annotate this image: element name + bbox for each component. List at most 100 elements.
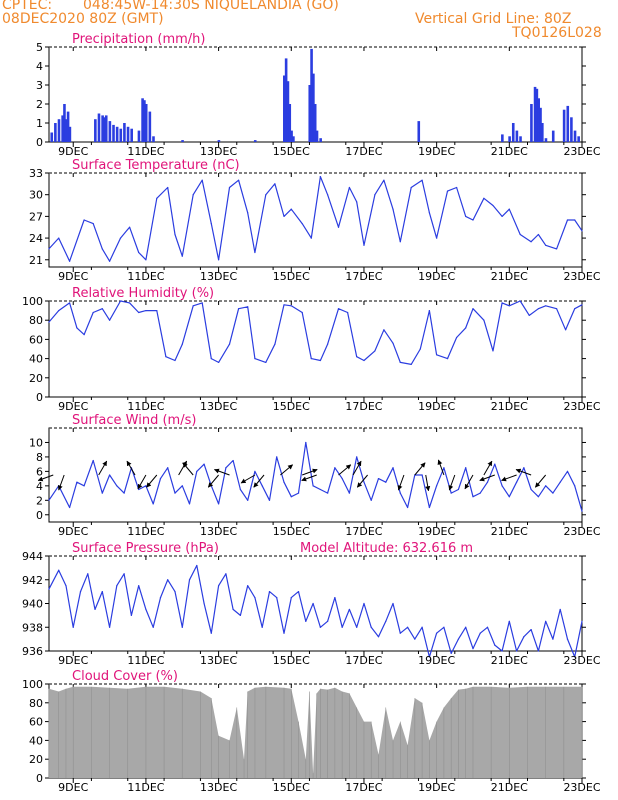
data-point xyxy=(87,573,89,575)
data-point xyxy=(247,306,249,308)
data-point xyxy=(492,350,494,352)
data-point xyxy=(101,591,103,593)
data-point xyxy=(446,190,449,192)
data-point xyxy=(508,496,510,498)
y-tick-label: 6 xyxy=(36,465,43,478)
data-point xyxy=(174,591,176,593)
y-tick-label: 940 xyxy=(22,598,43,611)
x-tick-label: 21DEC xyxy=(491,400,528,413)
wind-vector-arrow xyxy=(464,474,474,490)
data-point xyxy=(283,304,285,306)
data-point xyxy=(530,241,532,243)
data-point xyxy=(276,456,278,458)
data-point xyxy=(356,201,358,203)
data-point xyxy=(58,237,60,239)
data-point xyxy=(247,499,249,501)
precip-bar xyxy=(562,109,566,142)
data-point xyxy=(192,194,194,196)
x-tick-label: 23DEC xyxy=(563,781,600,794)
data-point xyxy=(537,233,539,236)
x-tick-label: 11DEC xyxy=(127,525,164,538)
precip-bar xyxy=(315,130,319,142)
x-tick-label: 23DEC xyxy=(563,145,600,158)
wind-vector-arrow xyxy=(126,460,136,476)
panel-subtitle: Model Altitude: 632.616 m xyxy=(300,541,473,556)
data-point xyxy=(48,248,50,250)
data-point xyxy=(399,241,401,243)
data-point xyxy=(410,186,412,189)
wind-vector-arrow xyxy=(425,474,431,492)
data-point xyxy=(210,358,212,360)
x-tick-label: 19DEC xyxy=(418,781,455,794)
data-point xyxy=(581,230,583,232)
data-point xyxy=(377,478,380,480)
x-tick-label: 9DEC xyxy=(58,270,88,283)
data-point xyxy=(217,259,220,261)
data-point xyxy=(305,620,307,622)
data-point xyxy=(83,334,85,336)
wind-vector-arrow xyxy=(280,464,294,476)
data-point xyxy=(428,212,430,214)
data-point xyxy=(167,579,169,581)
y-tick-label: 80 xyxy=(29,314,43,327)
precip-bar xyxy=(64,119,68,142)
wind-vector-arrow xyxy=(137,474,147,490)
data-point xyxy=(232,608,234,611)
x-tick-label: 11DEC xyxy=(127,145,164,158)
precip-bar xyxy=(112,124,115,142)
data-point xyxy=(312,485,314,487)
x-tick-label: 15DEC xyxy=(273,525,310,538)
data-point xyxy=(537,650,539,652)
data-point xyxy=(108,319,111,321)
precip-bar xyxy=(537,98,540,142)
data-point xyxy=(501,215,503,217)
y-tick-label: 80 xyxy=(29,697,43,710)
data-point xyxy=(237,179,240,181)
x-tick-label: 13DEC xyxy=(200,145,237,158)
data-point xyxy=(265,361,267,364)
data-point xyxy=(337,308,340,310)
data-point xyxy=(574,219,576,221)
x-tick-label: 15DEC xyxy=(273,270,310,283)
header-location: 048:45W-14:30S NIQUELANDIA (GO) xyxy=(83,0,339,13)
data-point xyxy=(101,248,103,250)
data-point xyxy=(385,620,387,622)
data-point xyxy=(210,223,212,225)
data-point xyxy=(217,503,220,505)
data-point xyxy=(383,329,385,331)
data-point xyxy=(363,359,365,362)
data-point xyxy=(301,223,303,225)
x-tick-label: 23DEC xyxy=(563,400,600,413)
panel-2 xyxy=(45,300,586,402)
panel-4 xyxy=(45,555,586,658)
data-point xyxy=(559,608,561,611)
data-point xyxy=(228,186,231,189)
data-point xyxy=(130,614,132,616)
precip-bar xyxy=(103,117,106,142)
data-point xyxy=(508,620,510,622)
data-point xyxy=(436,354,438,356)
x-tick-label: 17DEC xyxy=(345,400,382,413)
data-point xyxy=(450,492,452,494)
precip-bar xyxy=(144,104,148,142)
precip-bar xyxy=(108,121,112,142)
x-tick-label: 9DEC xyxy=(58,145,88,158)
x-tick-label: 23DEC xyxy=(563,270,600,283)
precip-bar xyxy=(283,75,286,142)
data-point xyxy=(545,485,547,487)
data-point xyxy=(101,308,103,310)
data-point xyxy=(406,506,409,509)
data-point xyxy=(297,591,300,593)
data-point xyxy=(457,638,460,640)
y-tick-label: 24 xyxy=(29,232,43,245)
x-tick-label: 17DEC xyxy=(345,525,382,538)
x-tick-label: 9DEC xyxy=(58,654,88,667)
data-point xyxy=(203,602,205,605)
data-point xyxy=(581,304,583,306)
wind-vector-arrow xyxy=(501,474,517,482)
data-point xyxy=(268,591,271,593)
data-point xyxy=(319,176,321,178)
data-point xyxy=(254,470,256,472)
x-tick-label: 23DEC xyxy=(563,525,600,538)
data-point xyxy=(239,488,242,491)
